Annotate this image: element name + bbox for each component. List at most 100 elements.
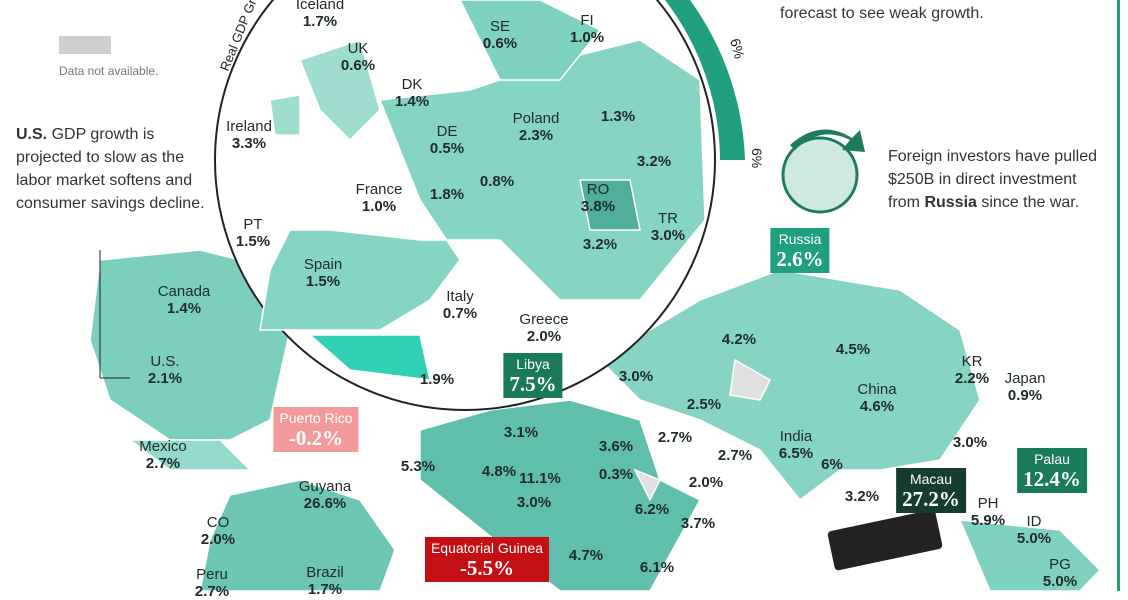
country-label: 1.8% [430, 186, 464, 203]
legend-label: Data not available. [59, 64, 159, 78]
growth-value: 1.3% [600, 108, 636, 125]
growth-value: 1.4% [394, 93, 430, 110]
country-label: France 1.0% [356, 181, 403, 215]
growth-value: 1.0% [361, 198, 397, 215]
growth-value: 1.9% [419, 371, 455, 388]
country-label: Brazil 1.7% [306, 564, 344, 598]
growth-value: 0.8% [479, 173, 515, 190]
country-label: Canada 1.4% [158, 283, 211, 317]
country-label: 3.6% [599, 438, 633, 455]
growth-value: 4.8% [481, 463, 517, 480]
growth-value: 2.0% [200, 531, 236, 548]
country-label: 4.2% [722, 331, 756, 348]
growth-value: 0.5% [429, 140, 465, 157]
country-label: 2.5% [687, 396, 721, 413]
country-label: SE 0.6% [483, 18, 517, 52]
country-name: Italy [446, 288, 474, 305]
growth-value: 3.2% [636, 153, 672, 170]
arrow-icon [790, 129, 865, 152]
country-name: Iceland [295, 0, 345, 13]
growth-value: 0.6% [340, 57, 376, 74]
globe-icon [781, 136, 859, 214]
country-name: Japan [1004, 370, 1046, 387]
scale-label: 6% [749, 148, 765, 168]
country-label: 3.0% [953, 434, 987, 451]
note-bold: Russia [924, 194, 977, 211]
country-name: Palau [1034, 451, 1070, 467]
growth-value: 4.5% [835, 341, 871, 358]
note-bold: U.S. [16, 126, 48, 143]
country-label: China 4.6% [857, 381, 896, 415]
growth-value: 3.0% [618, 368, 654, 385]
country-label: ID 5.0% [1017, 513, 1051, 547]
country-label: Equatorial Guinea -5.5% [424, 537, 550, 582]
growth-value: 3.1% [503, 424, 539, 441]
growth-value: 5.0% [1016, 530, 1052, 547]
country-name: India [779, 428, 813, 445]
growth-value: 2.0% [526, 328, 562, 345]
country-name: Spain [303, 256, 343, 273]
country-name: Poland [512, 110, 560, 127]
growth-value: 6.2% [634, 501, 670, 518]
growth-value: 2.0% [688, 474, 724, 491]
country-name: ID [1026, 513, 1042, 530]
country-name: Puerto Rico [279, 410, 353, 426]
country-label: TR 3.0% [651, 210, 685, 244]
country-name: DE [436, 123, 458, 140]
growth-value: 2.2% [954, 370, 990, 387]
legend-swatch [59, 36, 111, 54]
country-label: PG 5.0% [1043, 556, 1077, 590]
growth-value: 6% [821, 456, 843, 473]
growth-value: 6.5% [778, 445, 814, 462]
growth-value: 1.7% [302, 13, 338, 30]
growth-value: 4.2% [721, 331, 757, 348]
country-label: UK 0.6% [341, 40, 375, 74]
growth-value: 2.7% [657, 429, 693, 446]
note-text: GDP growth is projected to slow as the l… [16, 126, 205, 212]
country-label: U.S. 2.1% [148, 353, 182, 387]
growth-value: 5.0% [1042, 573, 1078, 590]
country-name: Greece [519, 311, 569, 328]
country-label: 3.0% [517, 494, 551, 511]
country-name: Ireland [226, 118, 272, 135]
country-name: CO [206, 514, 230, 531]
country-name: PT [243, 216, 263, 233]
country-label: India 6.5% [779, 428, 813, 462]
country-name: Brazil [306, 564, 344, 581]
country-label: Russia 2.6% [770, 228, 830, 273]
country-label: 3.2% [583, 236, 617, 253]
country-name: France [355, 181, 403, 198]
country-label: 6.1% [640, 559, 674, 576]
country-label: Libya 7.5% [503, 353, 563, 398]
country-label: 3.0% [619, 368, 653, 385]
country-label: RO 3.8% [581, 181, 615, 215]
country-label: Iceland 1.7% [296, 0, 344, 30]
country-label: 4.7% [569, 547, 603, 564]
growth-value: -0.2% [288, 426, 344, 450]
growth-value: 3.7% [680, 515, 716, 532]
country-label: 11.1% [519, 470, 561, 487]
country-name: SE [489, 18, 511, 35]
growth-value: 1.0% [569, 29, 605, 46]
scale-arc [665, 0, 745, 160]
country-label: 3.1% [504, 424, 538, 441]
growth-value: 6.1% [639, 559, 675, 576]
country-name: Canada [157, 283, 211, 300]
country-label: 0.3% [599, 466, 633, 483]
growth-value: 1.4% [166, 300, 202, 317]
growth-value: 0.9% [1007, 387, 1043, 404]
country-label: Peru 2.7% [195, 566, 229, 600]
country-name: RO [586, 181, 610, 198]
growth-value: 3.6% [598, 438, 634, 455]
growth-value: 0.6% [482, 35, 518, 52]
growth-value: 12.4% [1023, 467, 1081, 491]
us-note: U.S. GDP growth is projected to slow as … [16, 123, 216, 215]
growth-value: 2.1% [147, 370, 183, 387]
country-label: Guyana 26.6% [299, 478, 352, 512]
growth-value: -5.5% [459, 556, 515, 580]
country-label: 2.7% [718, 447, 752, 464]
passport-icon [827, 509, 943, 571]
growth-value: 5.9% [970, 512, 1006, 529]
growth-value: 3.8% [580, 198, 616, 215]
country-label: 3.7% [681, 515, 715, 532]
